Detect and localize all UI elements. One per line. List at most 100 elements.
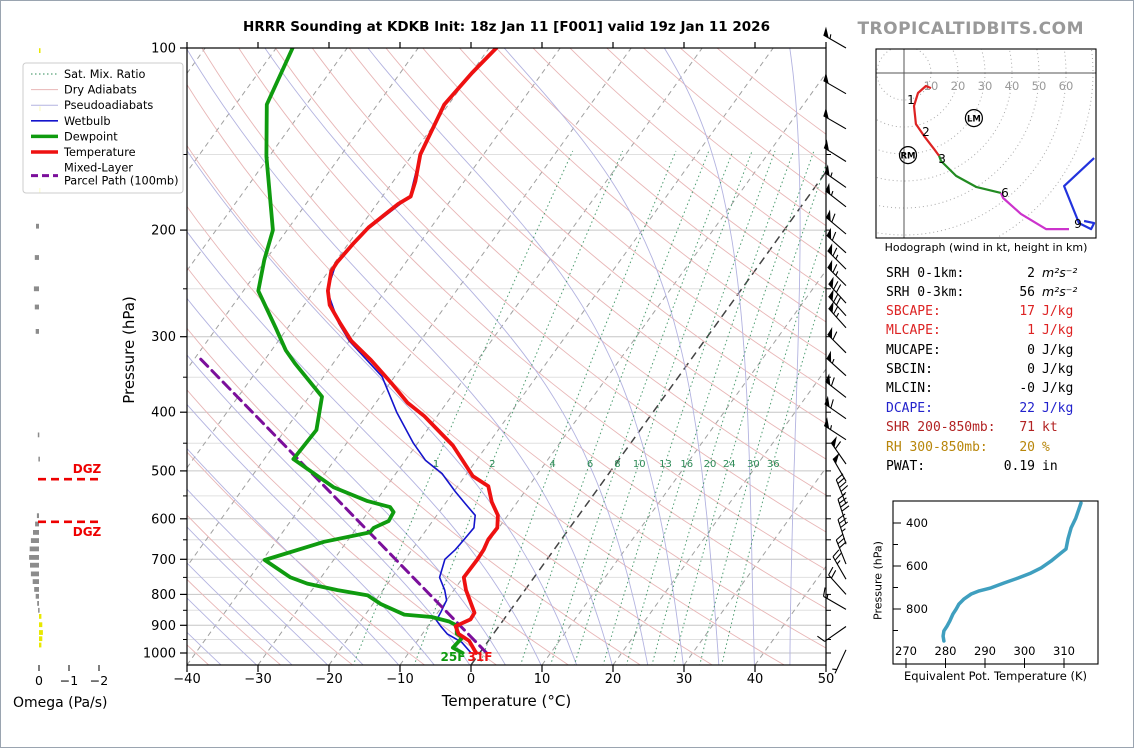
index-value: 20 [1019,439,1035,455]
index-unit: J/kg [1042,400,1074,416]
wind-barb-column [817,26,850,674]
dgz-label: DGZ [73,525,102,539]
index-row: MLCIN: -0 J/kg [886,381,1098,400]
omega-tick-label: −2 [90,673,108,688]
index-value: 17 [1019,303,1035,319]
index-unit: J/kg [1042,323,1074,339]
hodo-trace-9-km [1063,157,1096,231]
thetae-y-axis-title: Pressure (hPa) [871,541,885,620]
hodo-height-label: 6 [1001,186,1009,200]
mixing-ratio-label: 20 [704,459,717,470]
pressure-gridlines [187,154,826,654]
wind-barb [824,164,847,188]
index-label: RH 300-850mb: [886,439,988,455]
legend-label: Pseudoadiabats [64,99,153,112]
storm-motion-marker: LM [967,115,981,125]
pressure-tick-label: 600 [151,512,176,527]
surface-temperature-label: 31F [467,650,493,664]
wind-barb [832,549,847,580]
thetae-x-tick-label: 310 [1053,644,1075,658]
hodo-ring-label: 40 [1005,79,1020,93]
wind-barb [828,301,847,329]
pressure-tick-label: 500 [151,464,176,479]
dgz-label: DGZ [73,462,102,476]
pressure-tick-label: 400 [151,406,176,421]
wind-barb [825,209,847,235]
thetae-x-tick-label: 270 [895,644,917,658]
temp-tick-label: −20 [315,672,342,687]
index-label: SRH 0-1km: [886,266,965,281]
wind-barb [823,417,847,441]
thetae-panel: 270 280 290 300 310 400 600 800 [892,500,1099,668]
temp-tick-label: 40 [747,672,764,687]
thetae-x-axis-title: Equivalent Pot. Temperature (K) [903,669,1088,683]
wind-barb [825,373,847,398]
hodograph-panel: 10 20 30 40 50 60 1 23 6 9 RM LM [876,49,1096,238]
omega-tick-label: −1 [60,673,78,688]
wind-barb [832,452,847,482]
temp-tick-label: −40 [173,672,200,687]
index-label: SHR 200-850mb: [886,420,996,436]
wind-barb [835,473,849,505]
hodo-height-label: 1 [907,93,915,107]
legend-label: Mixed-Layer [64,162,133,175]
wind-barb [817,626,847,642]
wind-barb [828,289,847,317]
hodo-trace-6-9-km [999,192,1069,231]
index-unit: in [1042,458,1058,474]
hodo-trace-0-3-km [912,84,940,157]
wind-barb [824,395,847,420]
wind-barb [823,72,847,95]
wind-barb [837,493,850,525]
legend-label: Wetbulb [64,115,111,128]
wind-barb [827,327,847,354]
index-value: 1 [1027,323,1035,339]
legend-label: Dry Adiabats [64,84,137,97]
index-label: MLCIN: [886,381,933,397]
temp-tick-label: 0 [467,672,475,687]
wind-barb [826,227,847,254]
index-value: 56 [1019,285,1035,301]
index-unit: J/kg [1042,303,1074,319]
index-value: 71 [1019,420,1035,436]
index-unit: % [1042,439,1050,455]
thetae-x-tick-label: 280 [935,644,957,658]
index-value: 2 [1027,266,1035,281]
mixing-ratio-label: 13 [659,459,672,470]
temp-tick-label: −30 [244,672,271,687]
index-row: MUCAPE: 0 J/kg [886,343,1098,362]
pressure-tick-label: 200 [151,224,176,239]
index-value: 22 [1019,400,1035,416]
index-row: PWAT: 0.19 in [886,459,1098,478]
index-label: DCAPE: [886,400,933,416]
omega-panel: 0 −1 −2 DGZ DGZ [29,48,108,688]
hodo-ring-label: 30 [978,79,993,93]
index-label: SBCAPE: [886,303,941,319]
wind-barb [823,107,847,130]
index-unit: kt [1042,420,1058,436]
index-row: SRH 0-1km: 2 m²s⁻² [886,265,1098,284]
index-label: PWAT: [886,458,926,474]
temp-tick-label: 30 [676,672,693,687]
pseudoadiabats [187,48,801,665]
index-value: -0 [1019,381,1035,397]
indices-panel: SRH 0-1km: 2 m²s⁻² SRH 0-3km: 56 m²s⁻² SBCAPE:… [886,265,1098,478]
index-unit: J/kg [1042,381,1074,397]
storm-motion-marker: RM [900,152,915,162]
index-unit: m²s⁻² [1042,284,1078,300]
legend-label: Parcel Path (100mb) [64,175,178,188]
index-value: 0 [1027,342,1035,358]
wind-barb [825,182,847,208]
thetae-y-tick-label: 400 [906,516,928,530]
omega-axis-title: Omega (Pa/s) [13,695,108,711]
page-title: HRRR Sounding at KDKB Init: 18z Jan 11 [… [243,19,770,35]
mixing-ratio-label: 30 [747,459,760,470]
wind-barb [830,436,847,465]
index-unit: m²s⁻² [1042,265,1078,280]
profile-temperature [326,48,500,655]
hodo-ring-label: 60 [1059,79,1074,93]
thetae-y-tick-label: 800 [906,602,928,616]
mixing-ratio-label: 16 [680,459,693,470]
wind-barb [823,26,847,49]
